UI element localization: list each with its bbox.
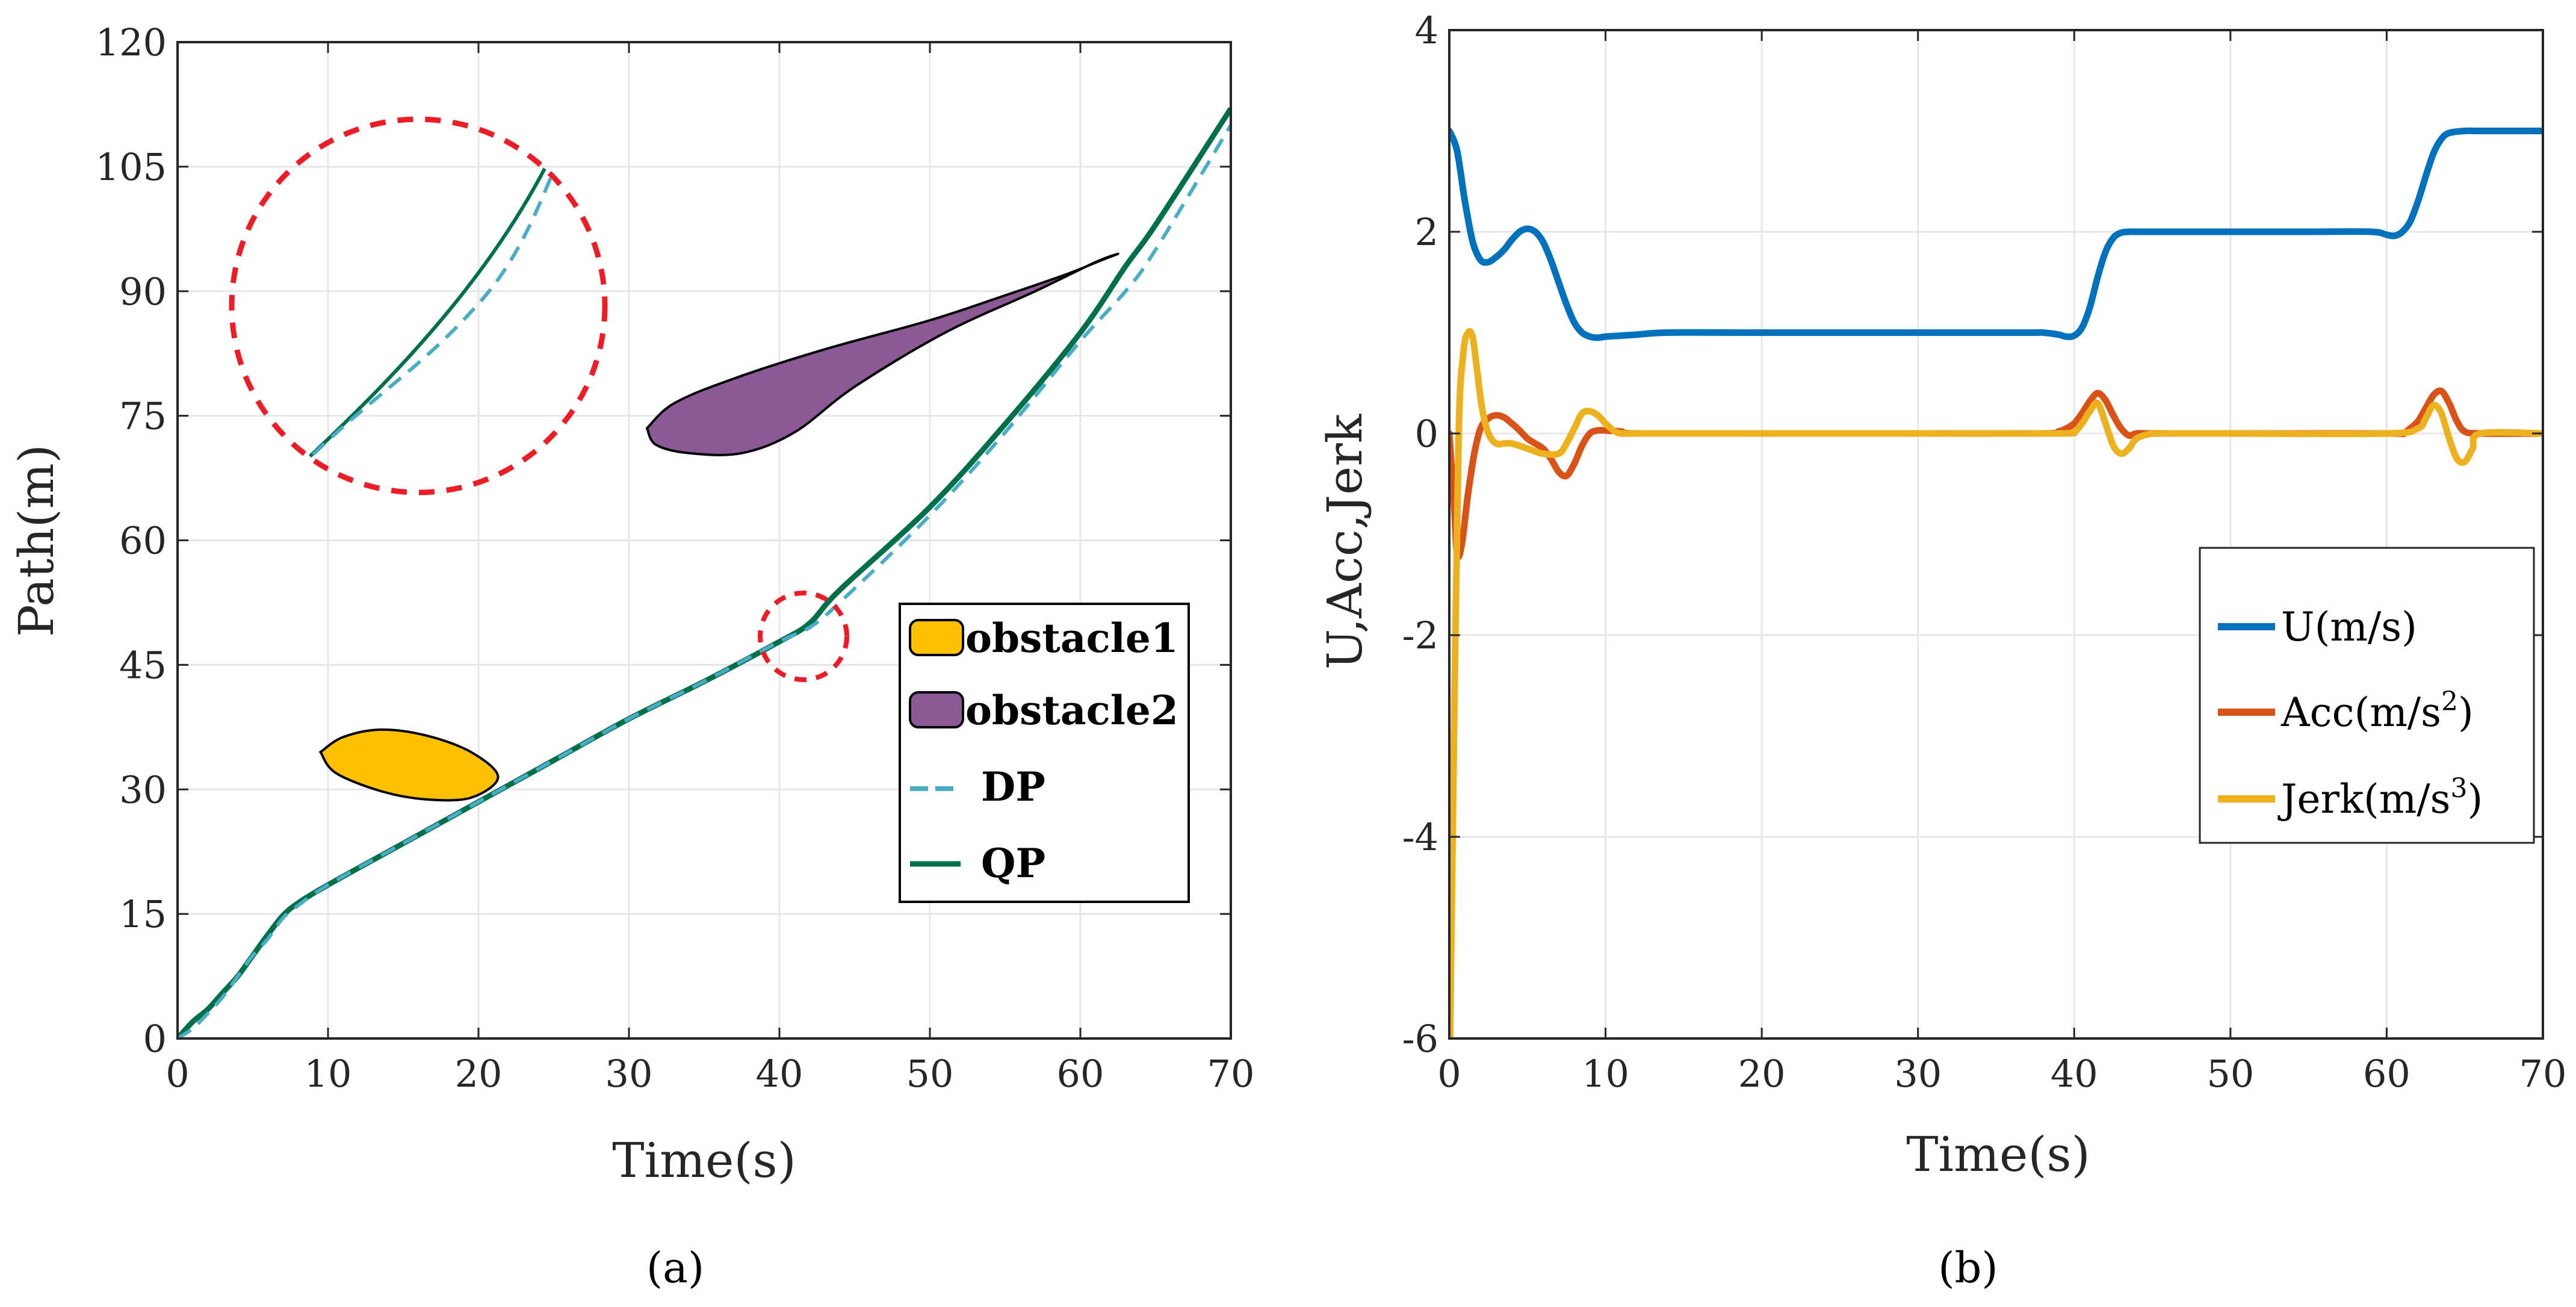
panel-label-a: (a) xyxy=(646,1243,704,1293)
chart-b-ytick-label: 0 xyxy=(1415,412,1438,456)
chart-a-ytick-label: 105 xyxy=(96,145,167,189)
chart-b-ytick-label: 2 xyxy=(1415,210,1438,254)
chart-b-xtick-label: 60 xyxy=(2363,1052,2410,1096)
chart-a-xtick-label: 0 xyxy=(166,1052,189,1096)
chart-b-ytick-label: -6 xyxy=(1402,1017,1438,1061)
legend-label-jerk-tail: ) xyxy=(2468,776,2483,822)
legend-label-acc-main: Acc(m/s xyxy=(2280,689,2441,736)
legend-item-jerk: Jerk(m/s3) xyxy=(2218,773,2483,822)
chart-b-legend-box xyxy=(2199,547,2535,844)
legend-label-jerk-sup: 3 xyxy=(2451,773,2468,804)
chart-a-ytick-label: 60 xyxy=(119,519,167,563)
chart-b-ticks: 0 10 20 30 40 50 60 70 -6 -4 -2 0 2 4 xyxy=(1402,8,2567,1096)
chart-b-xtick-label: 40 xyxy=(2051,1052,2098,1096)
legend-label-jerk-main: Jerk(m/s xyxy=(2277,776,2451,822)
chart-a-xtick-label: 40 xyxy=(756,1052,803,1096)
zoom-circle-large xyxy=(229,116,608,495)
legend-swatch-obstacle2 xyxy=(909,691,964,728)
legend-item-u: U(m/s) xyxy=(2218,604,2417,650)
chart-b: 0 10 20 30 40 50 60 70 -6 -4 -2 0 2 4 Time(s) U,Acc,J… xyxy=(1317,8,2566,1293)
legend-label-acc-sup: 2 xyxy=(2441,686,2458,717)
chart-b-ytick-label: -2 xyxy=(1402,613,1438,657)
chart-a-ytick-label: 0 xyxy=(143,1017,167,1061)
chart-a-ytick-label: 15 xyxy=(119,892,167,936)
chart-b-ytick-label: 4 xyxy=(1415,8,1438,52)
legend-label-dp: DP xyxy=(981,763,1045,810)
legend-label-obstacle1: obstacle1 xyxy=(965,615,1178,662)
zoom-inset-qp-line xyxy=(308,167,546,458)
chart-a-xtick-label: 50 xyxy=(906,1052,954,1096)
chart-a-ytick-label: 75 xyxy=(119,394,167,438)
chart-b-ylabel: U,Acc,Jerk xyxy=(1317,413,1373,669)
chart-b-series xyxy=(1449,127,2543,1038)
legend-item-obstacle2: obstacle2 xyxy=(909,687,1178,734)
chart-b-xtick-label: 50 xyxy=(2206,1052,2254,1096)
chart-a-zoom-inset xyxy=(229,116,849,682)
chart-a-xtick-label: 60 xyxy=(1057,1052,1104,1096)
series-u-m-s-line xyxy=(1449,127,2543,341)
zoom-inset-dp-line xyxy=(311,172,554,456)
chart-a: 0 10 20 30 40 50 60 70 0 15 30 45 60 75 90 105 120 Time(… xyxy=(8,20,1254,1293)
legend-label-qp: QP xyxy=(981,840,1045,887)
legend-label-obstacle2: obstacle2 xyxy=(965,687,1178,734)
chart-b-xtick-label: 70 xyxy=(2519,1052,2567,1096)
chart-a-legend: obstacle1 obstacle2 DP QP xyxy=(899,603,1190,903)
chart-a-ytick-label: 90 xyxy=(119,270,167,314)
chart-a-ylabel: Path(m) xyxy=(8,444,64,637)
legend-item-acc: Acc(m/s2) xyxy=(2218,686,2474,736)
legend-item-obstacle1: obstacle1 xyxy=(909,615,1178,662)
chart-a-xlabel: Time(s) xyxy=(612,1132,796,1188)
legend-swatch-obstacle1 xyxy=(909,619,964,656)
chart-b-xtick-label: 0 xyxy=(1437,1052,1461,1096)
chart-a-xtick-label: 30 xyxy=(605,1052,653,1096)
zoom-circle-small xyxy=(758,591,849,682)
legend-label-acc: Acc(m/s2) xyxy=(2280,686,2474,736)
chart-a-xtick-label: 70 xyxy=(1207,1052,1255,1096)
chart-b-xtick-label: 20 xyxy=(1738,1052,1786,1096)
chart-a-obstacles xyxy=(318,252,1119,802)
chart-a-ytick-label: 30 xyxy=(119,768,167,812)
chart-b-plot-area xyxy=(1449,30,2543,1038)
series-dp-line xyxy=(178,124,1231,1038)
obstacle2-shape xyxy=(645,252,1119,456)
series-jerk-m-s-3-line xyxy=(1449,328,2543,1038)
chart-b-xlabel: Time(s) xyxy=(1906,1126,2090,1182)
legend-label-jerk: Jerk(m/s3) xyxy=(2277,773,2483,822)
legend-label-acc-tail: ) xyxy=(2458,689,2474,736)
chart-a-ytick-label: 45 xyxy=(119,643,167,687)
chart-b-xtick-label: 30 xyxy=(1894,1052,1942,1096)
chart-b-legend: U(m/s) Acc(m/s2) Jerk(m/s3) xyxy=(2199,547,2535,844)
obstacle1-shape xyxy=(318,728,500,802)
chart-a-xtick-label: 20 xyxy=(455,1052,503,1096)
chart-b-xtick-label: 10 xyxy=(1582,1052,1629,1096)
chart-a-xtick-label: 10 xyxy=(305,1052,352,1096)
chart-a-ytick-label: 120 xyxy=(96,20,167,64)
chart-b-ytick-label: -4 xyxy=(1402,815,1438,859)
legend-label-u: U(m/s) xyxy=(2281,604,2417,650)
chart-b-axes-box xyxy=(1448,29,2544,1040)
panel-label-b: (b) xyxy=(1938,1243,1998,1293)
chart-a-ticks: 0 10 20 30 40 50 60 70 0 15 30 45 60 75 90 105 120 xyxy=(96,20,1255,1096)
legend-item-dp: DP xyxy=(910,763,1045,810)
chart-a-series xyxy=(178,107,1231,1038)
legend-item-qp: QP xyxy=(910,840,1045,887)
